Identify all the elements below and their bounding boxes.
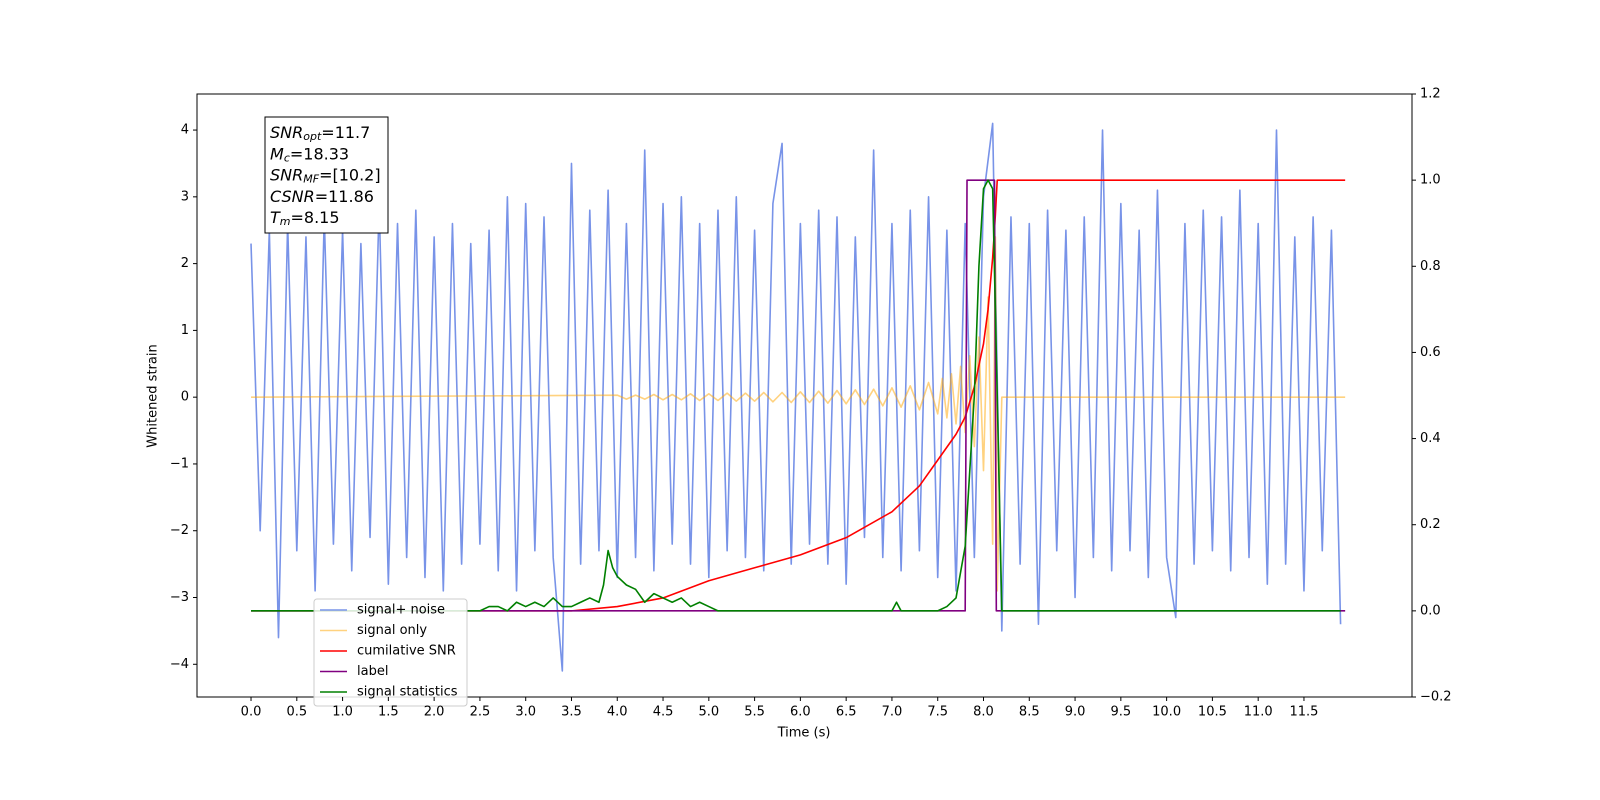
x-tick-label: 0.0 xyxy=(241,705,262,720)
x-tick-label: 1.5 xyxy=(378,705,399,720)
annotation-subscript: MF xyxy=(303,173,319,186)
x-tick-label: 2.0 xyxy=(424,705,445,720)
y2-tick-label: 0.6 xyxy=(1420,345,1441,360)
annotation-value: =18.33 xyxy=(290,144,349,163)
annotation-symbol: SNR xyxy=(270,123,303,142)
y-tick-label: 3 xyxy=(181,189,189,204)
x-tick-label: 2.5 xyxy=(470,705,491,720)
series-line xyxy=(250,122,1342,672)
annotation-symbol: M xyxy=(270,144,284,163)
y-tick-label: −1 xyxy=(170,456,189,471)
y-tick-label: 2 xyxy=(181,256,189,271)
x-tick-label: 6.0 xyxy=(790,705,811,720)
annotation-subscript: opt xyxy=(303,130,322,143)
x-tick-label: 0.5 xyxy=(286,705,307,720)
y-tick-label: 0 xyxy=(181,390,189,405)
y-axis-label: Whitened strain xyxy=(146,344,161,447)
axes-frame xyxy=(196,93,1413,698)
y-tick-label: 1 xyxy=(181,323,189,338)
annotations: SNRopt=11.7Mc=18.33SNRMF=[10.2]CSNR=11.8… xyxy=(270,123,381,229)
x-tick-label: 10.0 xyxy=(1152,705,1181,720)
x-tick-label: 9.0 xyxy=(1065,705,1086,720)
x-tick-label: 3.0 xyxy=(515,705,536,720)
annotation-subscript: m xyxy=(280,215,291,228)
x-tick-label: 8.5 xyxy=(1019,705,1040,720)
y2-tick-label: 1.2 xyxy=(1420,87,1441,102)
annotation: Mc=18.33 xyxy=(270,144,349,165)
x-tick-label: 5.5 xyxy=(744,705,765,720)
y-tick-label: −2 xyxy=(170,523,189,538)
annotation-box xyxy=(264,116,389,234)
x-tick-label: 4.0 xyxy=(607,705,628,720)
x-tick-label: 9.5 xyxy=(1110,705,1131,720)
x-tick-label: 11.0 xyxy=(1244,705,1273,720)
y2-tick-label: 0.4 xyxy=(1420,431,1441,446)
annotation-value: =8.15 xyxy=(291,208,340,227)
legend-label: signal statistics xyxy=(357,685,458,700)
y2-tick-label: 0.0 xyxy=(1420,603,1441,618)
annotation-symbol: T xyxy=(270,208,281,227)
annotation: SNRMF=[10.2] xyxy=(270,165,381,186)
x-tick-label: 5.0 xyxy=(698,705,719,720)
plot-area xyxy=(250,122,1346,672)
y-tick-label: −3 xyxy=(170,590,189,605)
y-tick-label: 4 xyxy=(181,123,189,138)
legend-label: signal only xyxy=(357,623,427,638)
x-tick-label: 3.5 xyxy=(561,705,582,720)
legend-label: label xyxy=(357,664,388,679)
annotation-subscript: c xyxy=(284,151,290,164)
y2-tick-label: 1.0 xyxy=(1420,173,1441,188)
x-tick-label: 8.0 xyxy=(973,705,994,720)
x-tick-label: 6.5 xyxy=(836,705,857,720)
annotation-value: =11.86 xyxy=(315,186,374,205)
legend xyxy=(313,598,468,707)
series-line xyxy=(251,179,1346,612)
x-axis-label: Time (s) xyxy=(777,726,831,741)
x-tick-label: 1.0 xyxy=(332,705,353,720)
x-tick-label: 7.0 xyxy=(882,705,903,720)
y-tick-label: −4 xyxy=(170,657,189,672)
annotation: Tm=8.15 xyxy=(270,208,340,229)
annotation: SNRopt=11.7 xyxy=(270,123,370,144)
annotation-value: =11.7 xyxy=(321,123,370,142)
x-tick-label: 4.5 xyxy=(653,705,674,720)
annotation-symbol: SNR xyxy=(270,165,303,184)
y2-tick-label: 0.2 xyxy=(1420,517,1441,532)
series-line xyxy=(251,236,1346,592)
series-line xyxy=(251,179,1341,612)
y2-tick-label: 0.8 xyxy=(1420,259,1441,274)
annotation-value: =[10.2] xyxy=(319,165,381,184)
x-tick-label: 11.5 xyxy=(1289,705,1318,720)
annotation: CSNR=11.86 xyxy=(270,186,374,205)
legend-label: cumilative SNR xyxy=(357,644,456,659)
legend-entries: signal+ noise signal only cumilative SNR la… xyxy=(320,603,458,700)
y2-tick-label: −0.2 xyxy=(1420,690,1452,705)
x-tick-label: 7.5 xyxy=(927,705,948,720)
legend-label: signal+ noise xyxy=(357,603,445,618)
x-tick-label: 10.5 xyxy=(1198,705,1227,720)
annotation-symbol: CSNR xyxy=(270,186,315,205)
